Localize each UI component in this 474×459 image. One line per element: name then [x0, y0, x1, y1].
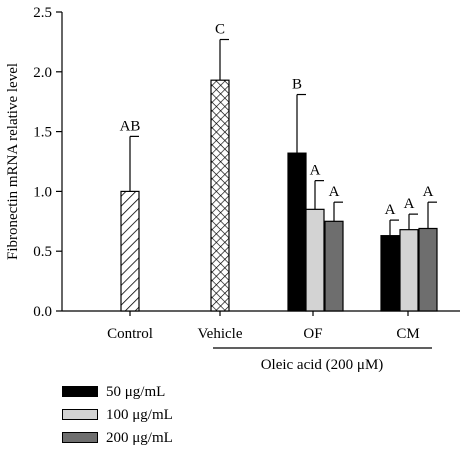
- legend-label-100: 100 μg/mL: [106, 407, 173, 423]
- y-tick-label: 0.5: [33, 244, 52, 260]
- significance-letter-cm-200gml: A: [423, 184, 434, 200]
- y-tick-label: 1.0: [33, 184, 52, 200]
- legend-label-50: 50 μg/mL: [106, 384, 166, 400]
- legend-item-100: 100 μg/mL: [62, 407, 262, 423]
- y-tick-label: 0.0: [33, 304, 52, 320]
- y-axis-title: Fibronectin mRNA relative level: [5, 63, 21, 260]
- labels: 0.0 0.5 1.0 1.5 2.0 2.5 Fibronectin mRNA relat…: [5, 5, 434, 373]
- legend-label-200: 200 μg/mL: [106, 430, 173, 446]
- significance-letter-vehicle-vehicle: C: [215, 22, 225, 38]
- bar-of-200gml: [324, 220, 344, 312]
- legend-swatch-50: [62, 386, 98, 397]
- bars: [120, 38, 438, 312]
- x-tick-label-vehicle: Vehicle: [198, 326, 243, 342]
- bar-cm-100gml: [399, 229, 419, 312]
- bar-chart: 0.0 0.5 1.0 1.5 2.0 2.5 Fibronectin mRNA relat…: [5, 5, 460, 373]
- y-tick-label: 2.0: [33, 65, 52, 81]
- bar-cm-50gml: [380, 235, 400, 312]
- bar-cm-200gml: [418, 227, 438, 312]
- y-tick-label: 2.5: [33, 5, 52, 21]
- group-label: Oleic acid (200 μM): [261, 357, 384, 373]
- x-tick-label-control: Control: [107, 326, 153, 342]
- significance-letter-control-control: AB: [120, 118, 141, 134]
- bar-of-100gml: [305, 208, 325, 312]
- legend-swatch-200: [62, 432, 98, 443]
- significance-letter-cm-50gml: A: [385, 202, 396, 218]
- bar-control-control: [120, 190, 140, 312]
- legend-swatch-100: [62, 409, 98, 420]
- x-tick-label-cm: CM: [396, 326, 419, 342]
- legend-item-200: 200 μg/mL: [62, 430, 262, 446]
- x-tick-label-of: OF: [303, 326, 322, 342]
- bar-of-50gml: [287, 152, 307, 312]
- significance-letter-of-50gml: B: [292, 77, 302, 93]
- significance-letter-of-100gml: A: [310, 163, 321, 179]
- bar-vehicle-vehicle: [210, 79, 230, 312]
- significance-letter-of-200gml: A: [329, 184, 340, 200]
- y-tick-label: 1.5: [33, 125, 52, 141]
- significance-letter-cm-100gml: A: [404, 196, 415, 212]
- legend-item-50: 50 μg/mL: [62, 384, 262, 400]
